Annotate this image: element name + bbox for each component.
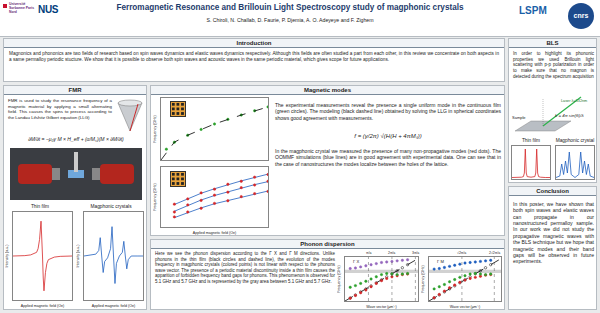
svg-text:√2π/a: √2π/a [457, 251, 466, 255]
html-text:NUS: NUS [38, 4, 59, 15]
svg-text:Applied magnetic field (Oe): Applied magnetic field (Oe) [21, 304, 64, 308]
html-text:In this poster, we have shown: In this poster, we have shown that both … [513, 201, 594, 265]
svg-text:Applied magnetic field (Oe): Applied magnetic field (Oe) [92, 304, 135, 308]
svg-text:Intensity (a.u.): Intensity (a.u.) [5, 245, 9, 268]
svg-text:Wave vector (μm⁻¹): Wave vector (μm⁻¹) [366, 305, 397, 309]
html-text:S. Chiroli, N. Challab, D. Fau: S. Chiroli, N. Challab, D. Faurie, P. Dj… [206, 17, 374, 23]
svg-text:2π/a: 2π/a [388, 251, 395, 255]
svg-text:Wave vector (μm⁻¹): Wave vector (μm⁻¹) [450, 305, 481, 309]
svg-text:Intensity (a.u.): Intensity (a.u.) [76, 245, 80, 268]
svg-text:2√2π/a: 2√2π/a [489, 251, 500, 255]
html-text:BLS: BLS [546, 40, 559, 46]
html-text:Here we see the phonon dispers: Here we see the phonon dispersion accord… [155, 251, 335, 284]
html-text:Ferromagnetic Resonance and Br: Ferromagnetic Resonance and Brillouin Li… [116, 3, 464, 12]
html-text:In the magphonic crystal we me: In the magphonic crystal we measured the… [275, 148, 501, 167]
html-text:In order to highlight its phon: In order to highlight its phononic prope… [513, 51, 594, 79]
svg-text:Γ M: Γ M [437, 259, 444, 264]
svg-text:Frequency (GHz): Frequency (GHz) [337, 265, 341, 293]
html-text:Conclusion: Conclusion [536, 188, 569, 194]
html-text:Université Sorbonne Paris Nord: Université Sorbonne Paris Nord [9, 2, 35, 14]
svg-text:Frequency (GHz): Frequency (GHz) [153, 183, 157, 211]
svg-text:π/a: π/a [366, 251, 371, 255]
html-text:The experimental measurements: The experimental measurements reveal the… [275, 102, 501, 121]
html-text:LSPM: LSPM [519, 5, 547, 16]
html-text:Introduction: Introduction [236, 40, 272, 46]
svg-text:Frequency (GHz): Frequency (GHz) [421, 265, 425, 293]
svg-text:Γ X: Γ X [353, 259, 359, 264]
html-text:cnrs: cnrs [573, 12, 589, 19]
html-text:k = 4π sin(θᵢ)/λ: k = 4π sin(θᵢ)/λ [555, 113, 584, 118]
svg-text:Magphonic crystals: Magphonic crystals [90, 204, 132, 209]
svg-text:Magphonic crystal: Magphonic crystal [556, 138, 595, 143]
html-text:Magnetic modes: Magnetic modes [304, 87, 351, 93]
svg-text:3π/a: 3π/a [412, 251, 419, 255]
svg-text:Frequency (GHz): Frequency (GHz) [153, 115, 157, 143]
html-text:Magnonics and phononics are tw: Magnonics and phononics are two fields o… [9, 51, 499, 62]
html-text:Sample: Sample [512, 115, 526, 120]
html-text:Laser λ=532nm: Laser λ=532nm [561, 99, 588, 103]
svg-text:Thin film: Thin film [522, 138, 540, 143]
html-text:∂M/∂t = −μ₀γ M × H_eff + (α/Mₛ: ∂M/∂t = −μ₀γ M × H_eff + (α/Mₛ)(M × ∂M/∂… [28, 136, 124, 142]
html-text:f = (γ/2π) √(H(H + 4πMₛ)): f = (γ/2π) √(H(H + 4πMₛ)) [354, 133, 422, 139]
html-text:FMR is used to study the reson: FMR is used to study the resonance frequ… [8, 98, 112, 120]
html-text:FMR: FMR [68, 87, 82, 93]
svg-text:Thin film: Thin film [31, 204, 49, 209]
html-text:Phonon dispersion: Phonon dispersion [300, 241, 355, 247]
svg-text:Applied magnetic field (Oe): Applied magnetic field (Oe) [193, 231, 236, 235]
